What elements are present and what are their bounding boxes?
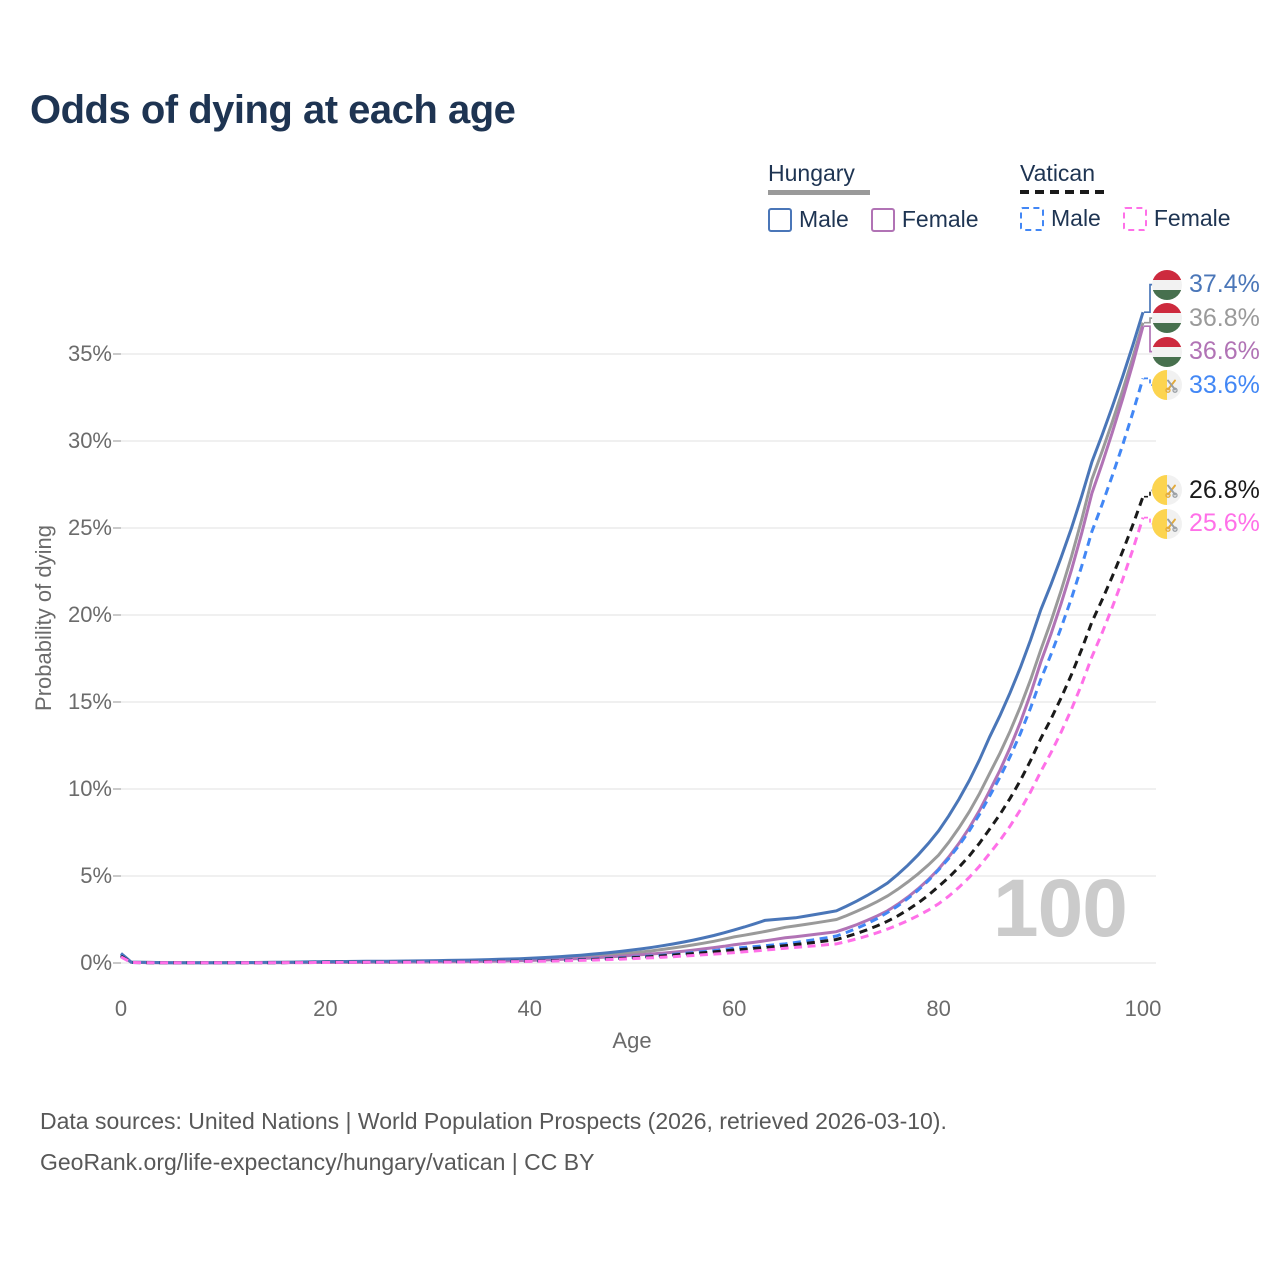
series-line-vatican-total[interactable]	[120, 496, 1145, 965]
series-line-hungary-total[interactable]	[120, 322, 1145, 965]
page-title: Odds of dying at each age	[30, 88, 516, 132]
end-label-value: 36.6%	[1189, 337, 1260, 366]
vatican-line-style-sample	[1020, 190, 1108, 194]
vatican-male-checkbox[interactable]	[1020, 206, 1044, 231]
legend-item-vatican-male[interactable]: Male	[1020, 205, 1101, 232]
x-tick-label-80: 80	[926, 996, 951, 1021]
x-tick-label-100: 100	[1124, 996, 1162, 1021]
end-label-hungary-female: 36.6%	[1152, 336, 1260, 367]
end-label-vatican-male: 33.6%	[1152, 370, 1260, 401]
end-label-value: 36.8%	[1189, 303, 1260, 332]
vatican-flag-icon	[1152, 508, 1182, 539]
vatican-male-label: Male	[1051, 205, 1101, 231]
series-line-hungary-male[interactable]	[120, 311, 1145, 965]
hungary-flag-icon	[1152, 303, 1182, 334]
end-label-vatican-total: 26.8%	[1152, 475, 1260, 506]
x-axis-title: Age	[612, 1028, 652, 1053]
y-tick-label-20: 20%	[67, 602, 112, 627]
end-label-hungary-total: 36.8%	[1152, 303, 1260, 334]
y-tick-label-15: 15%	[67, 689, 112, 714]
footer-attribution: GeoRank.org/life-expectancy/hungary/vati…	[40, 1149, 595, 1175]
x-tick-label-0: 0	[114, 996, 128, 1021]
end-label-hungary-male: 37.4%	[1152, 269, 1260, 300]
y-tick-label-10: 10%	[67, 776, 112, 801]
end-label-value: 33.6%	[1189, 370, 1260, 399]
end-label-value: 25.6%	[1189, 509, 1260, 538]
vatican-female-label: Female	[1153, 205, 1231, 231]
hungary-flag-icon	[1152, 336, 1182, 367]
vatican-flag-icon	[1152, 370, 1182, 401]
end-label-vatican-female: 25.6%	[1152, 508, 1260, 539]
y-tick-label-30: 30%	[67, 428, 112, 453]
series-line-vatican-male[interactable]	[120, 377, 1145, 965]
legend-group-hungary: Hungary Male Female	[768, 160, 979, 233]
series-line-hungary-female[interactable]	[120, 325, 1145, 965]
footer-data-sources: Data sources: United Nations | World Pop…	[40, 1108, 947, 1134]
end-label-value: 26.8%	[1189, 475, 1260, 504]
y-tick-label-35: 35%	[67, 341, 112, 366]
hungary-female-label: Female	[901, 206, 979, 232]
legend-hungary-label: Hungary	[768, 160, 855, 186]
legend-item-hungary-female[interactable]: Female	[870, 206, 979, 233]
y-tick-label-0: 0%	[80, 950, 112, 975]
x-tick-label-40: 40	[517, 996, 543, 1021]
legend-item-vatican-female[interactable]: Female	[1122, 205, 1231, 232]
hover-age-indicator: 100	[993, 863, 1128, 954]
hungary-male-label: Male	[799, 206, 849, 232]
legend-item-hungary-male[interactable]: Male	[768, 206, 849, 233]
legend-hungary-toggle[interactable]: Hungary	[768, 160, 870, 195]
y-tick-label-5: 5%	[80, 863, 112, 888]
hungary-line-style-sample	[768, 190, 870, 195]
end-label-value: 37.4%	[1189, 270, 1260, 299]
legend-vatican-label: Vatican	[1020, 160, 1096, 186]
vatican-flag-icon	[1152, 475, 1182, 506]
hungary-flag-icon	[1152, 269, 1182, 300]
vatican-female-checkbox[interactable]	[1122, 206, 1147, 231]
x-tick-label-20: 20	[313, 996, 338, 1021]
legend-vatican-toggle[interactable]: Vatican	[1020, 160, 1108, 194]
legend-group-vatican: Vatican Male Female	[1020, 160, 1231, 232]
x-tick-label-60: 60	[721, 996, 747, 1021]
y-tick-label-25: 25%	[67, 515, 112, 540]
hungary-female-checkbox[interactable]	[870, 207, 895, 232]
hungary-male-checkbox[interactable]	[768, 207, 792, 232]
